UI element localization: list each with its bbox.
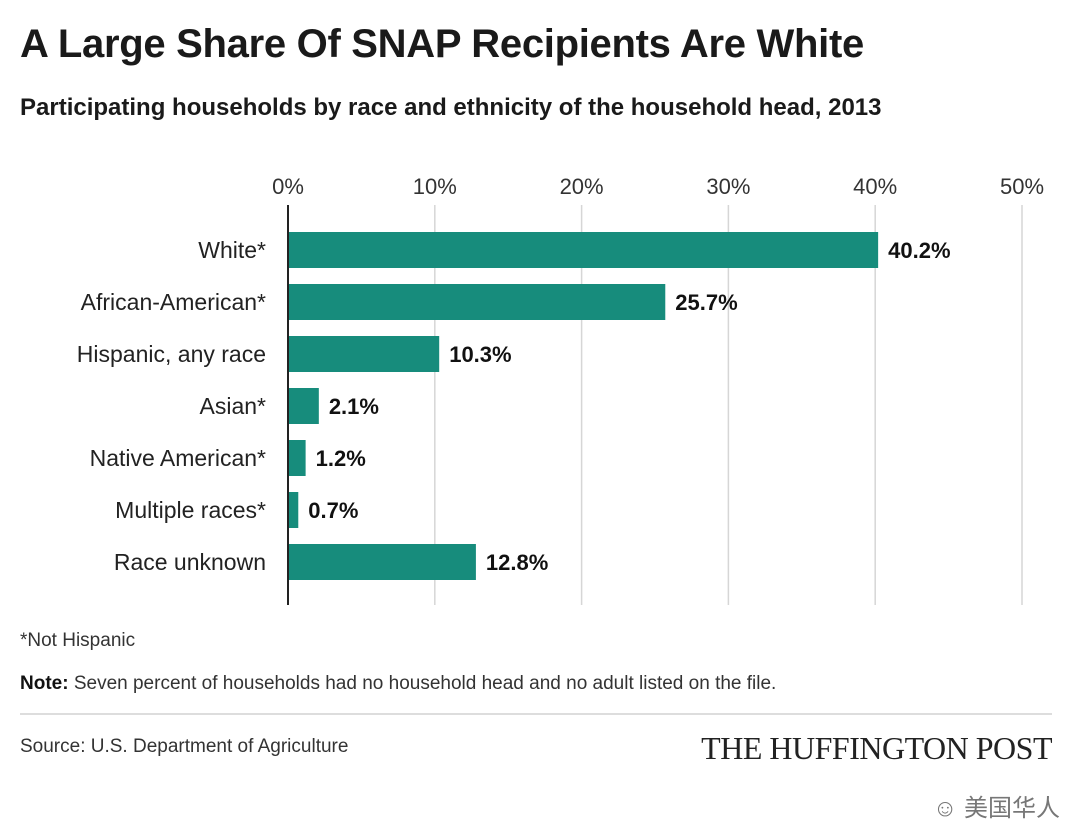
category-label: African-American* — [81, 289, 266, 315]
data-label: 12.8% — [486, 550, 548, 575]
x-tick-label: 50% — [1000, 174, 1044, 199]
data-label: 0.7% — [308, 498, 358, 523]
data-label: 1.2% — [316, 446, 366, 471]
category-label: Asian* — [200, 393, 267, 419]
divider — [20, 713, 1052, 715]
note: Note: Seven percent of households had no… — [20, 673, 776, 695]
source: Source: U.S. Department of Agriculture — [20, 736, 349, 757]
watermark-text: 美国华人 — [964, 795, 1060, 822]
wechat-icon: ☺ — [932, 795, 964, 822]
chart-subtitle: Participating households by race and eth… — [20, 94, 882, 121]
bar — [288, 544, 476, 580]
category-label: Multiple races* — [115, 497, 266, 523]
x-tick-label: 30% — [706, 174, 750, 199]
note-text: Seven percent of households had no house… — [68, 673, 777, 694]
x-tick-label: 0% — [272, 174, 304, 199]
category-label: White* — [198, 237, 266, 263]
data-label: 2.1% — [329, 394, 379, 419]
bar — [288, 284, 666, 320]
chart-title: A Large Share Of SNAP Recipients Are Whi… — [20, 22, 864, 66]
huffington-post-logo: THE HUFFINGTON POST — [701, 730, 1052, 766]
x-tick-label: 40% — [853, 174, 897, 199]
category-label: Hispanic, any race — [77, 341, 266, 367]
category-label: Native American* — [90, 445, 266, 471]
bar — [288, 492, 299, 528]
bar — [288, 232, 879, 268]
data-label: 10.3% — [449, 342, 511, 367]
x-tick-label: 20% — [560, 174, 604, 199]
bar — [288, 336, 440, 372]
bar — [288, 388, 319, 424]
data-label: 40.2% — [888, 238, 950, 263]
bar — [288, 440, 306, 476]
data-label: 25.7% — [675, 290, 737, 315]
watermark: ☺ 美国华人 — [933, 788, 1060, 823]
category-label: Race unknown — [114, 549, 266, 575]
note-label: Note: — [20, 673, 69, 694]
footnote: *Not Hispanic — [20, 630, 136, 651]
x-tick-label: 10% — [413, 174, 457, 199]
